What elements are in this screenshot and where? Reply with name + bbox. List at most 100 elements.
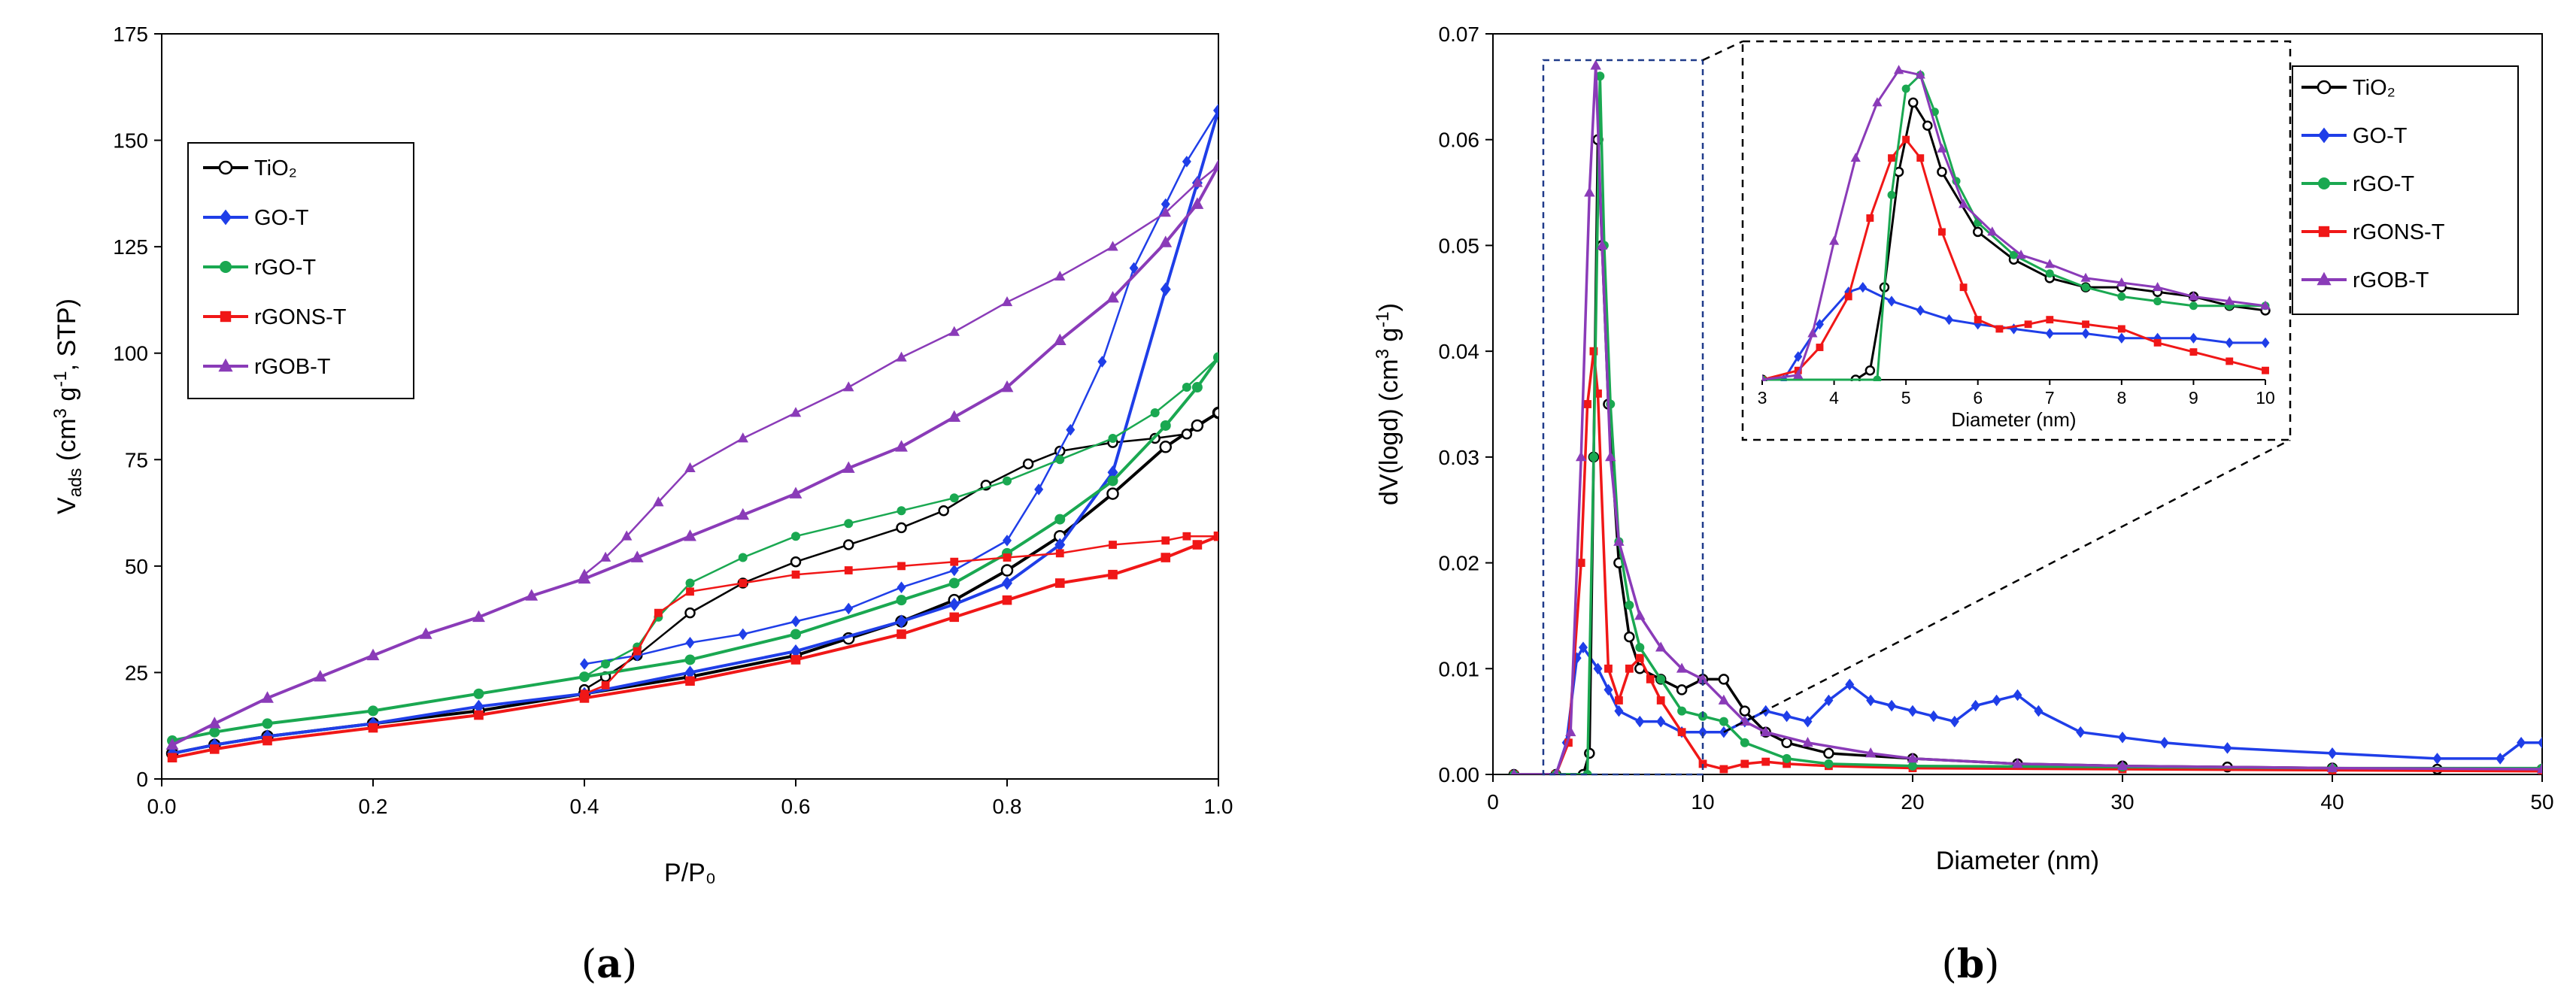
panel-b-inset-xtick-label: 8 [2116, 388, 2126, 408]
panel-a-ytick-label: 50 [125, 555, 148, 578]
panel-b-legend-label-rgob-t: rGOB-T [2353, 268, 2429, 292]
panel-b-inset-rgob-t-point [1987, 226, 1998, 236]
panel-b-go-t-point [1698, 726, 1707, 738]
panel-b-rgob-t-point [1565, 726, 1576, 737]
panel-b-legend-swatch-marker-rgob-t [2317, 271, 2332, 286]
panel-a-rgons-t-desorption-line [584, 535, 1218, 695]
panel-b-inset-rgons-t-point [1888, 154, 1895, 162]
panel-a-legend-label-tio: TiO₂ [254, 156, 297, 180]
panel-b-go-t-point [1928, 710, 1938, 723]
panel-a-rgob-t-des-point [843, 381, 854, 392]
panel-a-legend-label-go-t: GO-T [254, 206, 309, 230]
panel-b-rgons-t-point [1625, 664, 1634, 673]
panel-a-rgob-t-des-point [621, 530, 633, 541]
panel-b-xtick-label: 0 [1487, 790, 1499, 814]
panel-a-xtick-label: 1.0 [1204, 795, 1233, 818]
panel-b-inset-rgo-t-point [2081, 283, 2090, 292]
panel-b-inset-rgob-t-point [1872, 97, 1883, 107]
panel-b-inset-rgob-t-point [1793, 369, 1804, 379]
panel-b-rgob-t-point [1802, 736, 1813, 747]
panel-b-ytick-label: 0.06 [1439, 129, 1480, 152]
panel-a-rgob-t-ads-point [208, 717, 221, 729]
panel-a-rgons-t-ads-point [209, 744, 220, 754]
panel-a-rgob-t-ads-point [525, 589, 539, 601]
panel-a-go-t-des-point [949, 564, 959, 577]
panel-a-rgob-t-ads-point [948, 410, 961, 422]
panel-b-rgo-t-point [1740, 738, 1749, 747]
panel-b-rgob-t-point [1655, 641, 1667, 652]
panel-a-rgons-t-des-point [1182, 532, 1191, 541]
panel-b-inset-rgob-t-point [1959, 198, 1969, 208]
panel-a-rgons-t-des-point [791, 570, 800, 579]
panel-b-legend-label-go-t: GO-T [2353, 124, 2408, 148]
panel-a-rgons-t-des-point [739, 579, 748, 587]
panel-a-tio-des-point [1022, 458, 1034, 470]
panel-a-rgons-t-ads-point [368, 723, 378, 733]
panel-b-inset-rgons-t-point [2226, 357, 2234, 365]
panel-b-inset-rgons-t-point [2046, 316, 2054, 324]
panel-a-rgob-t-ads-point [261, 691, 274, 703]
panel-a-rgob-t-ads-point [1106, 290, 1119, 303]
panel-a-rgob-t-ads-point [895, 440, 908, 452]
panel-b-inset-rgob-t-point [2080, 272, 2091, 282]
panel-b-inset-go-t-point [2117, 332, 2126, 344]
panel-a-rgons-t-ads-point [1161, 553, 1171, 562]
panel-a-rgob-t-des-point [578, 568, 590, 579]
panel-a-rgob-t-des-point [1212, 159, 1218, 170]
panel-b-xtick-label: 10 [1691, 790, 1714, 814]
panel-a-xtick-label: 0.8 [993, 795, 1022, 818]
panel-a-rgons-t-ads-point [1192, 540, 1203, 550]
panel-b-inset-go-t-line [1762, 286, 2265, 381]
panel-a-go-t-des-point [844, 602, 854, 615]
panel-a-rgo-t-des-point [844, 519, 854, 529]
panel-a-rgob-t-des-point [1160, 207, 1171, 217]
panel-a-rgo-t-des-point [601, 659, 611, 669]
panel-b-inset-xtick-label: 10 [2256, 388, 2275, 408]
panel-b-rgo-t-point [1582, 770, 1592, 774]
panel-a-rgob-t-ads-point [1159, 235, 1173, 247]
panel-a-rgo-t-ads-point [896, 595, 907, 606]
panel-a-rgo-t-ads-point [1191, 382, 1203, 393]
panel-b-tio-point [1718, 674, 1730, 685]
panel-a-rgob-t-des-point [896, 351, 907, 362]
panel-b-ytick-label: 0.01 [1439, 657, 1480, 680]
panel-b-inset-rgob-t-point [2188, 291, 2199, 301]
panel-a-plot-frame [161, 33, 1219, 780]
panel-b-tio-point [1676, 684, 1688, 695]
panel-b-inset-go-t-point [1815, 319, 1824, 330]
panel-b-inset-rgob-t-point [1915, 69, 1925, 79]
panel-b-go-t-point [1824, 694, 1834, 707]
panel-b-legend-swatch-marker-rgons-t [2318, 226, 2330, 238]
panel-b-go-t-point [2013, 689, 2022, 702]
panel-a-rgob-t-des-point [790, 407, 802, 417]
panel-b-rgons-t-point [1615, 696, 1623, 705]
panel-b-rgob-t-point [2536, 763, 2542, 774]
panel-a-rgob-t-ads-point [1053, 333, 1067, 346]
panel-a-rgob-t-ads-point [366, 648, 380, 661]
panel-b-inset-rgob-t-point [1762, 374, 1766, 381]
panel-b-go-t-point [1908, 705, 1917, 717]
panel-a-rgo-t-des-point [1182, 383, 1191, 392]
panel-b-rgo-t-point [1824, 759, 1834, 768]
panel-b-legend-swatch-marker-tio [2317, 80, 2332, 95]
panel-b-inset-rgons-t-point [1995, 325, 2004, 333]
panel-b-legend-label-rgo-t: rGO-T [2353, 172, 2414, 196]
panel-b-legend-label-tio: TiO₂ [2353, 76, 2395, 100]
panel-b-inset-rgob-t-point [1937, 143, 1947, 153]
panel-a-rgons-t-des-point [633, 647, 642, 656]
panel-a-ytick-label: 125 [113, 235, 148, 259]
panel-a-rgons-t-ads-point [949, 612, 960, 623]
panel-b-inset-xtick-label: 5 [1901, 388, 1911, 408]
panel-b-go-t-point [2034, 705, 2044, 717]
panel-b-inset-go-t-point [1794, 351, 1803, 362]
panel-a-rgons-t-des-point [686, 587, 694, 596]
panel-a-rgob-t-ads-point [419, 627, 432, 639]
panel-b-rgob-t-point [1605, 451, 1616, 462]
panel-a-rgo-t-ads-point [1107, 475, 1118, 486]
panel-b-rgons-t-point [1604, 664, 1613, 673]
panel-b-rgons-t-point [1635, 653, 1644, 662]
panel-b-inset-go-t-point [1858, 281, 1868, 293]
panel-b-inset-go-t-point [1916, 305, 1925, 317]
panel-a-rgons-t-des-point [654, 608, 663, 617]
panel-a-rgons-t-ads-point [1002, 595, 1012, 605]
